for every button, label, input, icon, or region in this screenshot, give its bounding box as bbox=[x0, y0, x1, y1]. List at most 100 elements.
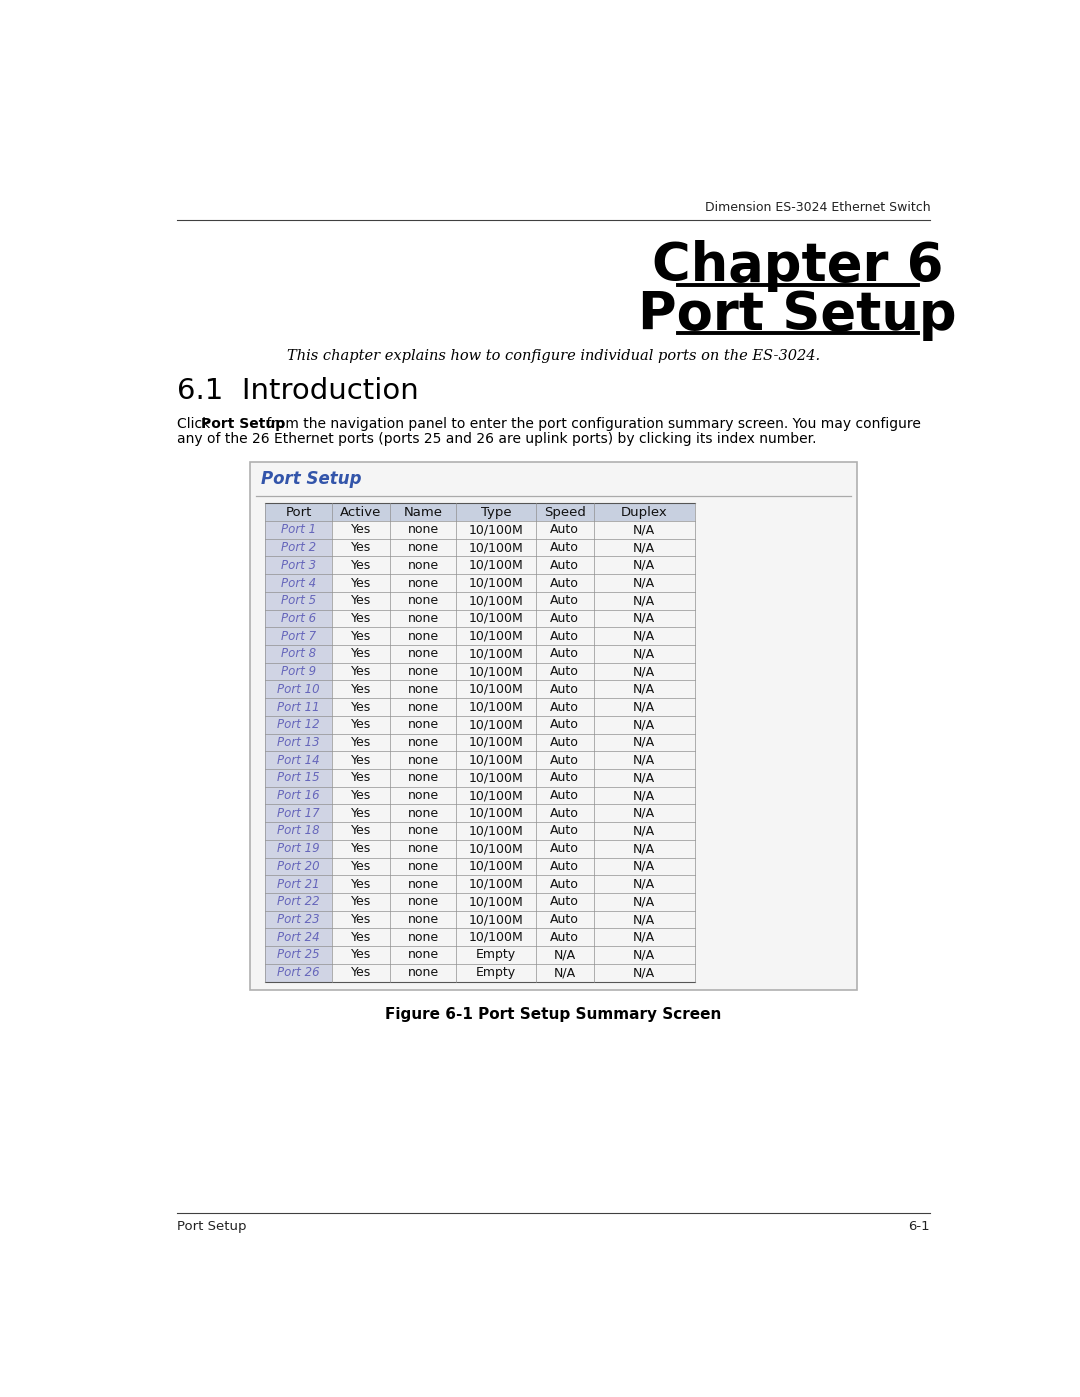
Text: Yes: Yes bbox=[351, 541, 370, 555]
Text: Empty: Empty bbox=[476, 949, 516, 961]
Text: Yes: Yes bbox=[351, 559, 370, 571]
Text: Yes: Yes bbox=[351, 630, 370, 643]
Text: Port Setup: Port Setup bbox=[638, 289, 957, 341]
Text: 10/100M: 10/100M bbox=[469, 842, 524, 855]
Text: none: none bbox=[407, 877, 438, 891]
Bar bbox=[266, 645, 332, 662]
Text: N/A: N/A bbox=[633, 736, 656, 749]
Text: Auto: Auto bbox=[550, 665, 579, 678]
Text: Auto: Auto bbox=[550, 594, 579, 608]
Bar bbox=[266, 911, 332, 929]
Text: Type: Type bbox=[481, 506, 511, 518]
Text: none: none bbox=[407, 577, 438, 590]
Text: Port 17: Port 17 bbox=[278, 807, 320, 820]
Text: Yes: Yes bbox=[351, 824, 370, 837]
Text: Port 1: Port 1 bbox=[281, 524, 316, 536]
Text: N/A: N/A bbox=[633, 559, 656, 571]
Text: Port 26: Port 26 bbox=[278, 967, 320, 979]
Text: Auto: Auto bbox=[550, 700, 579, 714]
Text: Yes: Yes bbox=[351, 967, 370, 979]
Text: Name: Name bbox=[404, 506, 443, 518]
Text: Auto: Auto bbox=[550, 524, 579, 536]
Text: Port 11: Port 11 bbox=[278, 700, 320, 714]
Text: Yes: Yes bbox=[351, 594, 370, 608]
Text: 10/100M: 10/100M bbox=[469, 736, 524, 749]
Text: N/A: N/A bbox=[633, 577, 656, 590]
Text: 10/100M: 10/100M bbox=[469, 630, 524, 643]
Text: 6.1  Introduction: 6.1 Introduction bbox=[177, 377, 419, 405]
Text: none: none bbox=[407, 930, 438, 944]
Text: none: none bbox=[407, 612, 438, 624]
Text: none: none bbox=[407, 736, 438, 749]
Text: N/A: N/A bbox=[633, 789, 656, 802]
Text: Yes: Yes bbox=[351, 700, 370, 714]
Text: Auto: Auto bbox=[550, 753, 579, 767]
Text: Yes: Yes bbox=[351, 612, 370, 624]
Text: Yes: Yes bbox=[351, 665, 370, 678]
Text: 10/100M: 10/100M bbox=[469, 914, 524, 926]
Bar bbox=[249, 462, 858, 990]
Text: N/A: N/A bbox=[633, 930, 656, 944]
Text: 10/100M: 10/100M bbox=[469, 647, 524, 661]
Text: 10/100M: 10/100M bbox=[469, 577, 524, 590]
Bar bbox=[266, 503, 694, 521]
Text: Yes: Yes bbox=[351, 861, 370, 873]
Text: Auto: Auto bbox=[550, 914, 579, 926]
Text: 10/100M: 10/100M bbox=[469, 683, 524, 696]
Bar bbox=[266, 715, 332, 733]
Text: N/A: N/A bbox=[633, 524, 656, 536]
Text: 10/100M: 10/100M bbox=[469, 718, 524, 731]
Text: N/A: N/A bbox=[633, 647, 656, 661]
Text: Dimension ES-3024 Ethernet Switch: Dimension ES-3024 Ethernet Switch bbox=[704, 201, 930, 214]
Text: none: none bbox=[407, 753, 438, 767]
Text: Yes: Yes bbox=[351, 683, 370, 696]
Text: Figure 6-1 Port Setup Summary Screen: Figure 6-1 Port Setup Summary Screen bbox=[386, 1007, 721, 1023]
Text: none: none bbox=[407, 665, 438, 678]
Bar bbox=[266, 627, 332, 645]
Text: N/A: N/A bbox=[633, 949, 656, 961]
Text: Port 25: Port 25 bbox=[278, 949, 320, 961]
Text: Port 20: Port 20 bbox=[278, 861, 320, 873]
Text: none: none bbox=[407, 949, 438, 961]
Text: Auto: Auto bbox=[550, 930, 579, 944]
Text: Port 5: Port 5 bbox=[281, 594, 316, 608]
Text: none: none bbox=[407, 647, 438, 661]
Text: Yes: Yes bbox=[351, 895, 370, 908]
Text: none: none bbox=[407, 861, 438, 873]
Text: none: none bbox=[407, 524, 438, 536]
Text: Port Setup: Port Setup bbox=[201, 418, 285, 432]
Text: none: none bbox=[407, 967, 438, 979]
Text: Yes: Yes bbox=[351, 914, 370, 926]
Bar bbox=[266, 876, 332, 893]
Text: Yes: Yes bbox=[351, 718, 370, 731]
Text: any of the 26 Ethernet ports (ports 25 and 26 are uplink ports) by clicking its : any of the 26 Ethernet ports (ports 25 a… bbox=[177, 433, 816, 447]
Bar bbox=[266, 609, 332, 627]
Text: Auto: Auto bbox=[550, 683, 579, 696]
Bar bbox=[266, 946, 332, 964]
Bar bbox=[266, 858, 332, 876]
Text: none: none bbox=[407, 914, 438, 926]
Text: none: none bbox=[407, 700, 438, 714]
Text: N/A: N/A bbox=[633, 700, 656, 714]
Text: Yes: Yes bbox=[351, 577, 370, 590]
Text: none: none bbox=[407, 541, 438, 555]
Text: Auto: Auto bbox=[550, 541, 579, 555]
Bar bbox=[266, 840, 332, 858]
Text: Yes: Yes bbox=[351, 807, 370, 820]
Text: N/A: N/A bbox=[633, 877, 656, 891]
Text: 10/100M: 10/100M bbox=[469, 930, 524, 944]
Text: Empty: Empty bbox=[476, 967, 516, 979]
Text: N/A: N/A bbox=[633, 807, 656, 820]
Bar bbox=[266, 521, 332, 539]
Text: Port 4: Port 4 bbox=[281, 577, 316, 590]
Bar bbox=[266, 680, 332, 698]
Text: N/A: N/A bbox=[633, 541, 656, 555]
Text: N/A: N/A bbox=[633, 861, 656, 873]
Text: Active: Active bbox=[340, 506, 381, 518]
Text: Port 21: Port 21 bbox=[278, 877, 320, 891]
Text: Click: Click bbox=[177, 418, 215, 432]
Text: 10/100M: 10/100M bbox=[469, 861, 524, 873]
Text: none: none bbox=[407, 824, 438, 837]
Text: Auto: Auto bbox=[550, 895, 579, 908]
Text: Yes: Yes bbox=[351, 949, 370, 961]
